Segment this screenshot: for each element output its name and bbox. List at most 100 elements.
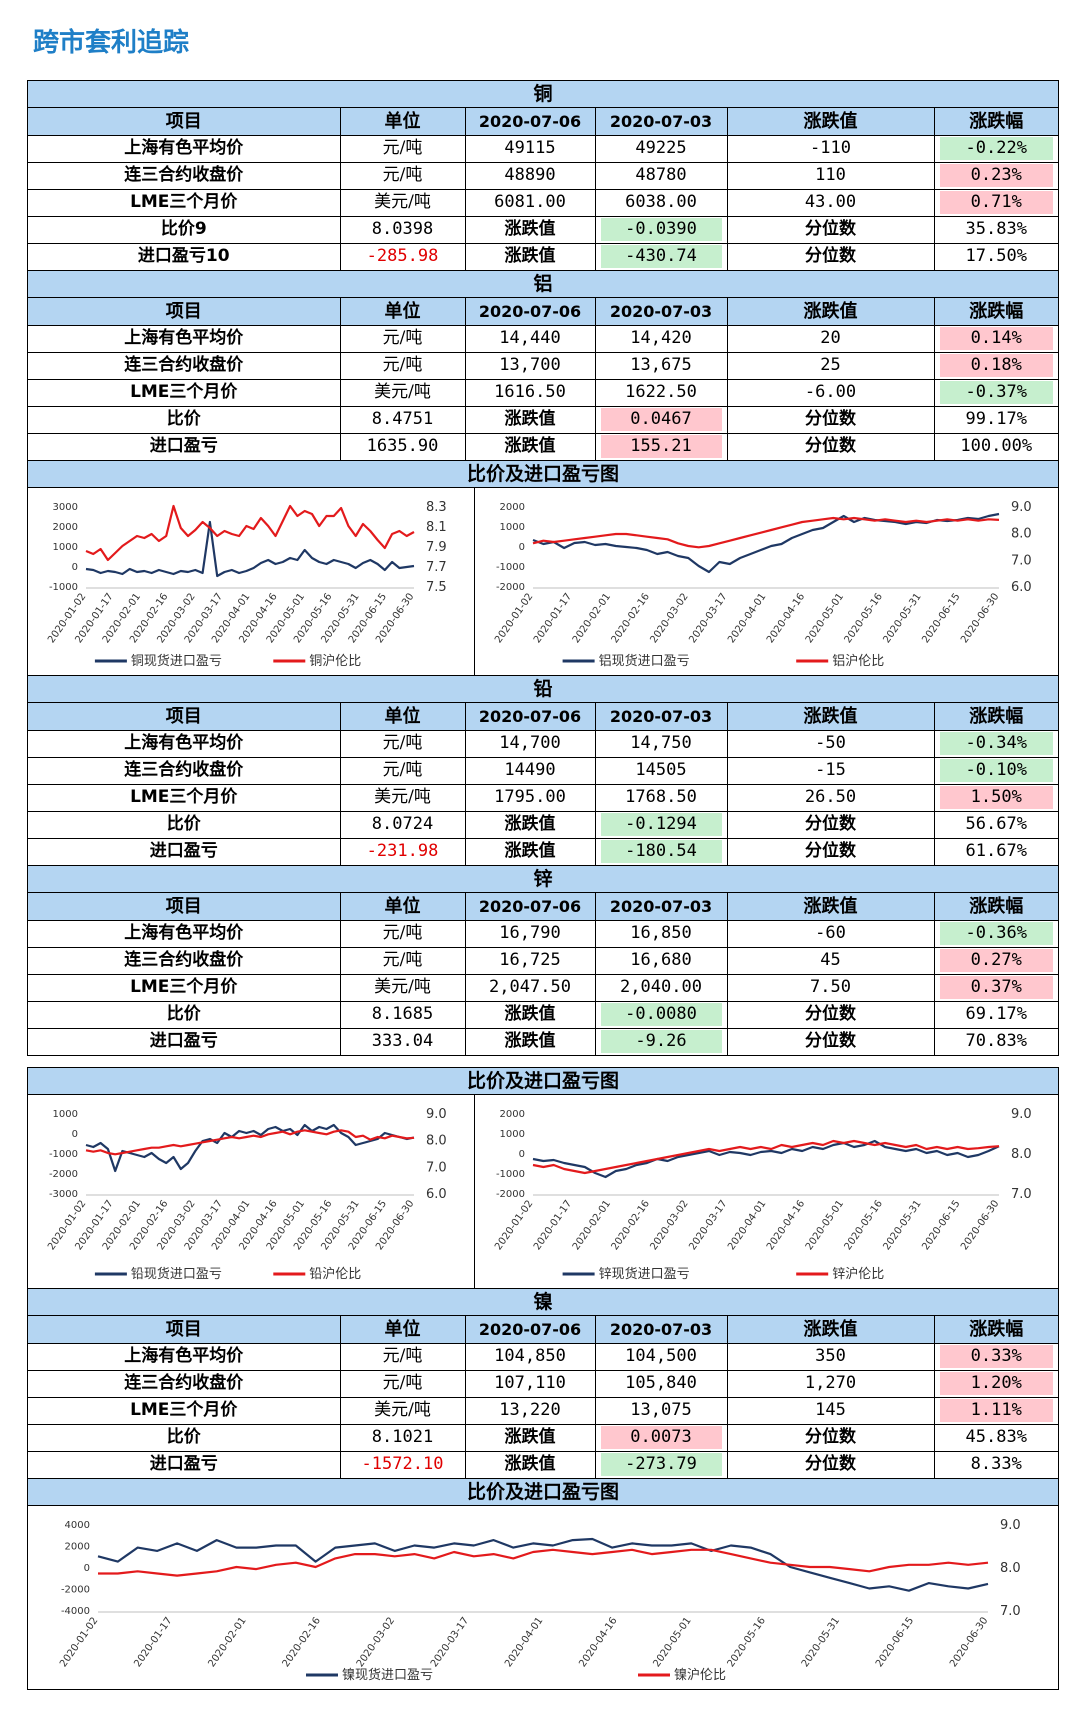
left-axis-tick: 0	[84, 1563, 90, 1574]
row-label: 进口盈亏	[28, 1450, 341, 1478]
unit-cell: 元/吨	[339, 134, 466, 163]
col-unit: 单位	[339, 298, 466, 326]
ratio-quantile: 69.17%	[933, 1000, 1058, 1029]
value-date1: 1616.50	[464, 378, 596, 407]
unit-cell: 美元/吨	[339, 188, 466, 217]
legend-label: 镍沪伦比	[674, 1667, 726, 1683]
nickel-title: 镍	[28, 1289, 1058, 1316]
x-axis-tick: 2020-03-02	[648, 1198, 690, 1252]
series-line	[98, 1548, 989, 1577]
row-label: LME三个月价	[28, 378, 341, 407]
x-axis-tick: 2020-03-17	[429, 1615, 471, 1669]
left-axis-tick: 2000	[500, 1109, 525, 1120]
left-axis-tick: 1000	[500, 1129, 525, 1140]
col-change: 涨跌值	[726, 703, 935, 731]
col-date2: 2020-07-03	[594, 108, 728, 136]
lead-title: 铅	[28, 676, 1058, 703]
table-row: 连三合约收盘价 元/吨 16,725 16,680 45 0.27%	[28, 946, 1058, 975]
table-row: 比价 8.1685 涨跌值 -0.0080 分位数 69.17%	[28, 1000, 1058, 1029]
series-line	[97, 1537, 989, 1592]
row-label: 进口盈亏	[28, 1027, 341, 1055]
quantile-label: 分位数	[726, 837, 935, 865]
value-change: -50	[726, 729, 935, 758]
x-axis-tick: 2020-01-17	[532, 591, 574, 645]
import-quantile: 8.33%	[933, 1450, 1058, 1478]
ratio-quantile: 35.83%	[933, 215, 1058, 244]
left-axis-tick: 1000	[53, 542, 78, 553]
row-label: LME三个月价	[28, 1396, 341, 1425]
right-axis-tick: 8.3	[426, 500, 447, 515]
table-row: 进口盈亏 333.04 涨跌值 -9.26 分位数 70.83%	[28, 1027, 1058, 1055]
value-pct: 0.33%	[939, 1345, 1053, 1368]
col-item: 项目	[28, 893, 341, 921]
col-date1: 2020-07-06	[464, 703, 596, 731]
unit-cell: 美元/吨	[339, 783, 466, 812]
right-axis-tick: 9.0	[426, 1107, 447, 1122]
import-change: -9.26	[600, 1030, 722, 1054]
row-label: 上海有色平均价	[28, 134, 341, 163]
table-row: 上海有色平均价 元/吨 14,440 14,420 20 0.14%	[28, 324, 1058, 353]
x-axis-tick: 2020-05-01	[804, 591, 846, 645]
value-date1: 14,440	[464, 324, 596, 353]
table-row: 比价 8.4751 涨跌值 0.0467 分位数 99.17%	[28, 405, 1058, 434]
x-axis-tick: 2020-02-16	[610, 1198, 652, 1252]
value-date1: 49115	[464, 134, 596, 163]
x-axis-tick: 2020-03-17	[687, 1198, 729, 1252]
col-date2: 2020-07-03	[594, 1316, 728, 1344]
x-axis-tick: 2020-05-16	[843, 1198, 885, 1252]
left-axis-tick: -1000	[496, 562, 525, 573]
left-axis-tick: 0	[519, 542, 525, 553]
ratio-value: 8.1021	[339, 1423, 466, 1452]
col-date1: 2020-07-06	[464, 298, 596, 326]
value-date2: 1622.50	[594, 378, 728, 407]
quantile-label: 分位数	[726, 1000, 935, 1029]
quantile-label: 分位数	[726, 1423, 935, 1452]
chart-section-title: 比价及进口盈亏图	[28, 1068, 1058, 1095]
left-axis-tick: -2000	[496, 1189, 525, 1200]
col-unit: 单位	[339, 893, 466, 921]
left-axis-tick: -1000	[496, 1169, 525, 1180]
import-quantile: 100.00%	[933, 432, 1058, 460]
value-pct: 0.37%	[939, 976, 1053, 999]
value-date1: 107,110	[464, 1369, 596, 1398]
left-axis-tick: -1000	[49, 582, 78, 593]
value-change: 45	[726, 946, 935, 975]
change-label: 涨跌值	[464, 432, 596, 460]
row-label: 连三合约收盘价	[28, 756, 341, 785]
zinc-table: 项目 单位 2020-07-06 2020-07-03 涨跌值 涨跌幅 上海有色…	[28, 893, 1058, 1055]
row-label: 连三合约收盘价	[28, 946, 341, 975]
table-row: LME三个月价 美元/吨 1795.00 1768.50 26.50 1.50%	[28, 783, 1058, 812]
left-axis-tick: 0	[72, 1129, 78, 1140]
value-date1: 14490	[464, 756, 596, 785]
x-axis-tick: 2020-04-16	[765, 591, 807, 645]
legend-label: 铝沪伦比	[832, 653, 884, 669]
value-change: 26.50	[726, 783, 935, 812]
value-change: 20	[726, 324, 935, 353]
ratio-value: 8.0724	[339, 810, 466, 839]
value-date1: 13,700	[464, 351, 596, 380]
left-axis-tick: 0	[72, 562, 78, 573]
row-label: 比价9	[28, 215, 341, 244]
col-date1: 2020-07-06	[464, 1316, 596, 1344]
value-date1: 16,725	[464, 946, 596, 975]
value-pct: 1.11%	[939, 1399, 1053, 1422]
row-label: LME三个月价	[28, 783, 341, 812]
value-date1: 2,047.50	[464, 973, 596, 1002]
unit-cell: 元/吨	[339, 324, 466, 353]
left-axis-tick: 3000	[53, 502, 78, 513]
left-axis-tick: 2000	[500, 502, 525, 513]
table-header-row: 项目 单位 2020-07-06 2020-07-03 涨跌值 涨跌幅	[28, 893, 1058, 921]
table-row: 上海有色平均价 元/吨 16,790 16,850 -60 -0.36%	[28, 919, 1058, 948]
change-label: 涨跌值	[464, 1000, 596, 1029]
import-value: -285.98	[339, 242, 466, 270]
value-pct: 0.71%	[939, 191, 1053, 214]
value-pct: 0.23%	[939, 164, 1053, 187]
value-pct: -0.22%	[939, 137, 1053, 160]
value-pct: -0.34%	[939, 732, 1053, 755]
value-date2: 104,500	[594, 1342, 728, 1371]
x-axis-tick: 2020-06-30	[959, 1198, 1001, 1252]
col-pct: 涨跌幅	[933, 298, 1058, 326]
legend-label: 铅沪伦比	[309, 1266, 361, 1282]
legend-label: 锌沪伦比	[832, 1266, 884, 1282]
col-pct: 涨跌幅	[933, 1316, 1058, 1344]
